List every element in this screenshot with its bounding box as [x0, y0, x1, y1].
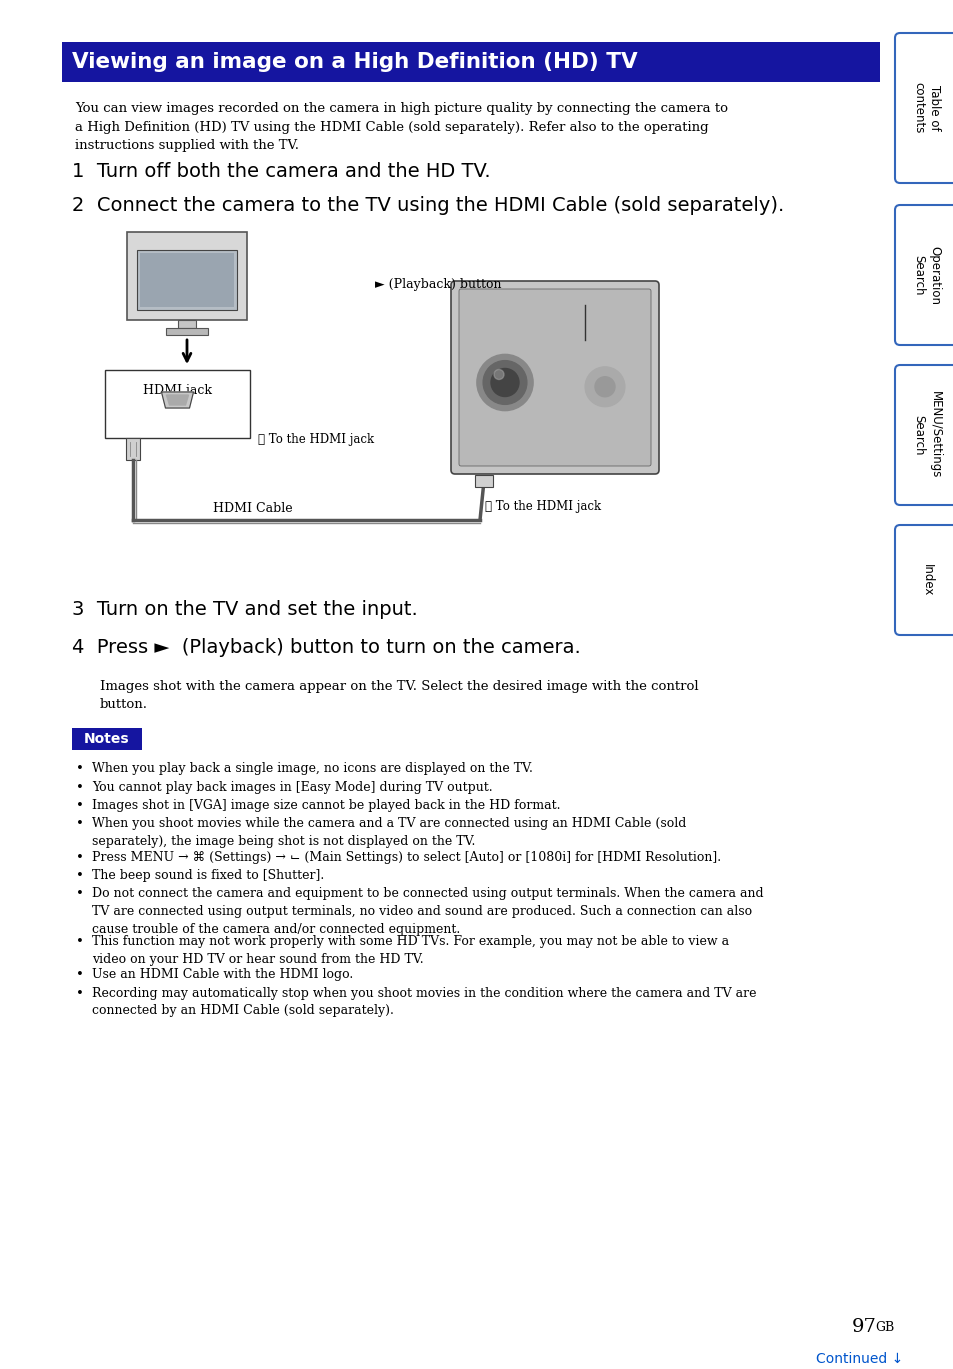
Bar	[166, 329, 208, 335]
Circle shape	[595, 376, 615, 397]
FancyBboxPatch shape	[451, 281, 659, 474]
Text: 1  Turn off both the camera and the HD TV.: 1 Turn off both the camera and the HD TV…	[71, 162, 490, 181]
Text: You can view images recorded on the camera in high picture quality by connecting: You can view images recorded on the came…	[75, 103, 727, 152]
Text: HDMI Cable: HDMI Cable	[213, 502, 293, 515]
Bar	[475, 475, 493, 487]
Text: ① To the HDMI jack: ① To the HDMI jack	[257, 433, 374, 446]
Text: The beep sound is fixed to [Shutter].: The beep sound is fixed to [Shutter].	[91, 869, 324, 882]
Text: When you play back a single image, no icons are displayed on the TV.: When you play back a single image, no ic…	[91, 763, 533, 775]
Text: 4  Press ►  (Playback) button to turn on the camera.: 4 Press ► (Playback) button to turn on t…	[71, 638, 580, 657]
Text: 97: 97	[851, 1318, 876, 1336]
FancyBboxPatch shape	[894, 205, 953, 345]
Circle shape	[584, 367, 624, 407]
Text: Operation
Search: Operation Search	[911, 245, 941, 304]
Text: •: •	[76, 763, 84, 775]
Text: •: •	[76, 887, 84, 901]
FancyBboxPatch shape	[458, 289, 650, 465]
Text: 3  Turn on the TV and set the input.: 3 Turn on the TV and set the input.	[71, 600, 417, 619]
FancyBboxPatch shape	[894, 524, 953, 635]
Bar	[71, 728, 142, 750]
Text: •: •	[76, 850, 84, 864]
Bar	[105, 370, 250, 438]
Text: Notes: Notes	[84, 732, 130, 746]
Circle shape	[482, 360, 526, 404]
Text: •: •	[76, 869, 84, 882]
Bar	[62, 42, 879, 82]
Text: 2  Connect the camera to the TV using the HDMI Cable (sold separately).: 2 Connect the camera to the TV using the…	[71, 196, 783, 215]
Polygon shape	[167, 396, 189, 405]
Text: This function may not work properly with some HD TVs. For example, you may not b: This function may not work properly with…	[91, 935, 728, 965]
Text: ② To the HDMI jack: ② To the HDMI jack	[484, 500, 600, 513]
Circle shape	[494, 370, 503, 379]
Bar	[140, 253, 233, 307]
Text: MENU/Settings
Search: MENU/Settings Search	[911, 392, 941, 479]
Text: •: •	[76, 817, 84, 831]
Text: ► (Playback) button: ► (Playback) button	[375, 278, 501, 292]
Bar	[126, 438, 140, 460]
Text: HDMI jack: HDMI jack	[143, 383, 212, 397]
Text: Table of
contents: Table of contents	[911, 82, 941, 134]
Text: Do not connect the camera and equipment to be connected using output terminals. : Do not connect the camera and equipment …	[91, 887, 762, 935]
FancyBboxPatch shape	[127, 231, 247, 320]
Text: Images shot with the camera appear on the TV. Select the desired image with the : Images shot with the camera appear on th…	[100, 680, 698, 711]
Text: Index: Index	[920, 564, 933, 596]
Text: Viewing an image on a High Definition (HD) TV: Viewing an image on a High Definition (H…	[71, 52, 637, 73]
Text: Recording may automatically stop when you shoot movies in the condition where th: Recording may automatically stop when yo…	[91, 987, 756, 1017]
Text: When you shoot movies while the camera and a TV are connected using an HDMI Cabl: When you shoot movies while the camera a…	[91, 817, 685, 847]
Text: Press MENU → ⌘ (Settings) → ⌙ (Main Settings) to select [Auto] or [1080i] for [H: Press MENU → ⌘ (Settings) → ⌙ (Main Sett…	[91, 850, 720, 864]
Text: •: •	[76, 968, 84, 982]
Bar	[137, 251, 236, 309]
Text: Continued ↓: Continued ↓	[815, 1353, 902, 1366]
Text: •: •	[76, 987, 84, 999]
Circle shape	[491, 368, 518, 397]
Circle shape	[476, 355, 533, 411]
FancyBboxPatch shape	[894, 366, 953, 505]
Text: You cannot play back images in [Easy Mode] during TV output.: You cannot play back images in [Easy Mod…	[91, 780, 492, 794]
Text: •: •	[76, 799, 84, 812]
FancyBboxPatch shape	[894, 33, 953, 183]
Bar	[178, 320, 195, 329]
Text: Use an HDMI Cable with the HDMI logo.: Use an HDMI Cable with the HDMI logo.	[91, 968, 353, 982]
Text: •: •	[76, 780, 84, 794]
Polygon shape	[161, 392, 193, 408]
Text: •: •	[76, 935, 84, 947]
Text: Images shot in [VGA] image size cannot be played back in the HD format.: Images shot in [VGA] image size cannot b…	[91, 799, 560, 812]
Text: GB: GB	[874, 1321, 893, 1333]
